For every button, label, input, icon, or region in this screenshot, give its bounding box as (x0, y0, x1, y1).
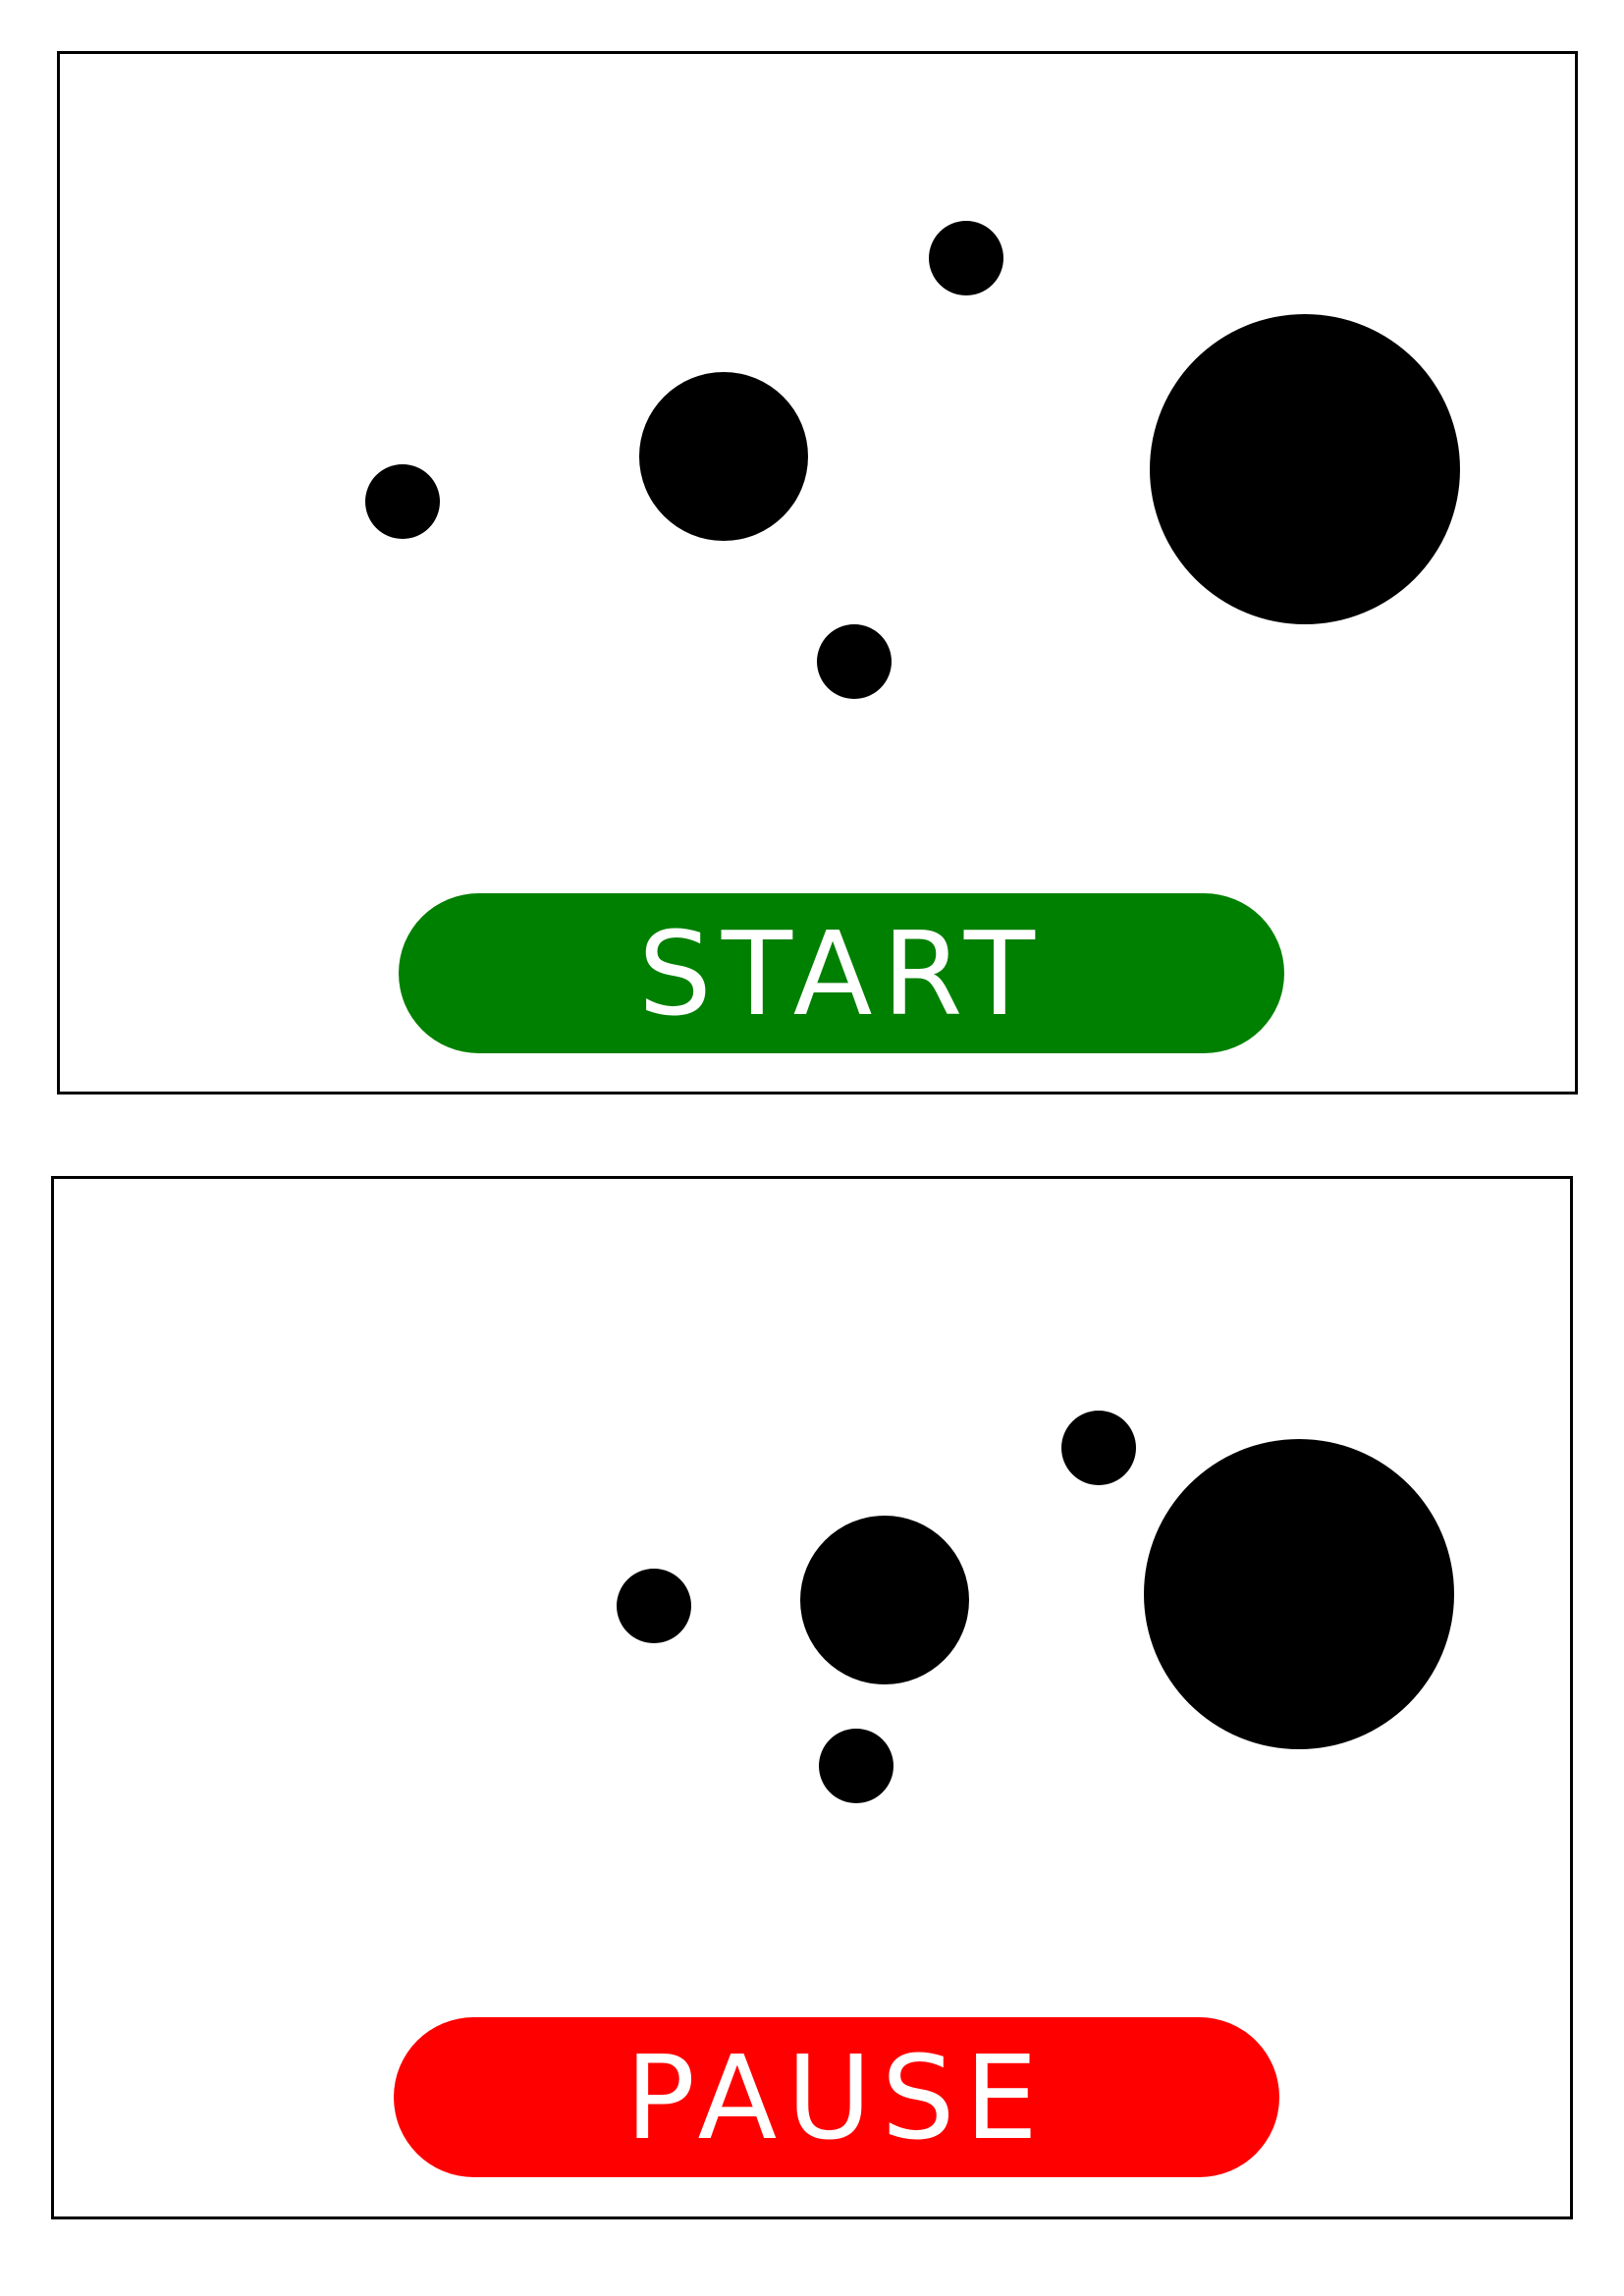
ball-large (1150, 314, 1460, 624)
ball-small-bottom (819, 1729, 893, 1803)
ball-large (1144, 1439, 1454, 1749)
ball-medium (639, 372, 808, 541)
ball-small-left (365, 464, 440, 539)
ball-medium (800, 1516, 969, 1684)
ball-small-top (929, 221, 1003, 295)
pause-screen-panel: PAUSE (51, 1176, 1573, 2219)
pause-button[interactable]: PAUSE (394, 2017, 1279, 2177)
start-screen-panel: START (57, 51, 1578, 1095)
ball-small-left (617, 1569, 691, 1643)
ball-small-bottom (817, 624, 892, 699)
start-button[interactable]: START (399, 893, 1284, 1053)
ball-small-top (1061, 1411, 1136, 1485)
